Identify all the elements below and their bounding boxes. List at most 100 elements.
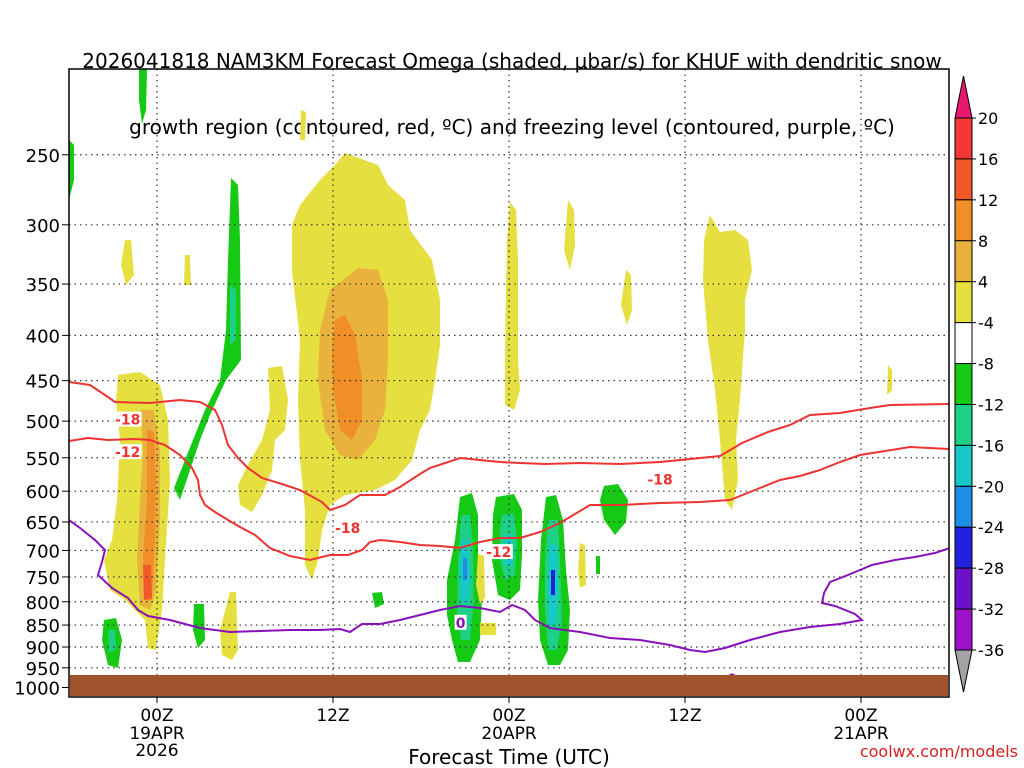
ytick-label-950: 950: [26, 659, 60, 680]
omega-sink-early-core: [143, 430, 156, 600]
x-axis-title: Forecast Time (UTC): [408, 745, 610, 768]
colorbar-label-7: -12: [978, 395, 1004, 414]
colorbar-label-9: -20: [978, 477, 1004, 496]
omega-sink-region-7: [564, 200, 575, 270]
ytick-label-450: 450: [26, 372, 60, 393]
ytick-label-600: 600: [26, 482, 60, 503]
ytick-label-400: 400: [26, 326, 60, 347]
xtick-label-2: 00Z: [492, 706, 525, 726]
colorbar-swatch-5: [954, 322, 973, 365]
ytick-label-1000: 1000: [14, 679, 60, 700]
colorbar-swatch-4: [954, 281, 973, 324]
colorbar-swatch-7: [954, 403, 973, 446]
colorbar-label-5: -4: [978, 314, 994, 333]
colorbar-swatch-0: [954, 117, 973, 160]
colorbar-swatch-2: [954, 199, 973, 242]
colorbar-label-11: -28: [978, 559, 1004, 578]
omega-sink-region-1: [300, 110, 306, 140]
omega-region-main-3-max: [551, 570, 555, 595]
colorbar-label-0: 20: [978, 109, 998, 128]
xtick-date-2: 20APR: [481, 724, 537, 744]
dgz-contours: [69, 381, 949, 562]
dgz-contour-label-2: -18: [335, 521, 360, 537]
ytick-label-900: 900: [26, 638, 60, 659]
freezing-level-contour-label-0: 0: [456, 616, 466, 632]
dgz-contour-label-3: -12: [486, 545, 511, 561]
freezing-level-contours: [69, 519, 949, 654]
omega-region-early-column: [174, 178, 241, 500]
omega-sink-surface-3: [578, 543, 586, 588]
ytick-label-850: 850: [26, 616, 60, 637]
chart-title-line-1: 2026041818 NAM3KM Forecast Omega (shaded…: [82, 49, 942, 73]
omega-region-top-streak: [139, 69, 147, 124]
y-axis: 2503003504004505005506006507007508008509…: [14, 146, 69, 700]
omega-sink-region-2: [121, 240, 134, 285]
xtick-year-0: 2026: [135, 741, 178, 761]
ytick-label-300: 300: [26, 216, 60, 237]
omega-sink-surface-1: [476, 554, 485, 604]
dgz-contour-label-0: -18: [115, 413, 140, 429]
omega-sink-region-3: [184, 255, 191, 285]
freezing-level-contour-label-bg-0: [454, 614, 467, 630]
omega-shading: [69, 69, 892, 668]
colorbar-label-4: 4: [978, 273, 988, 292]
colorbar-label-8: -16: [978, 436, 1004, 455]
colorbar-label-13: -36: [978, 641, 1004, 660]
colorbar-swatch-12: [954, 608, 973, 651]
colorbar-swatch-11: [954, 567, 973, 610]
xtick-label-4: 00Z: [844, 706, 877, 726]
ytick-label-750: 750: [26, 568, 60, 589]
colorbar-swatch-9: [954, 485, 973, 528]
omega-region-small-streak: [596, 556, 600, 574]
omega-sink-region-9: [703, 215, 752, 510]
xtick-label-1: 12Z: [316, 706, 349, 726]
colorbar-label-12: -32: [978, 600, 1004, 619]
colorbar-label-1: 16: [978, 150, 998, 169]
omega-sink-region-10: [887, 365, 892, 395]
dgz-contour-label-bg-1: [113, 444, 142, 460]
colorbar-swatch-10: [954, 526, 973, 569]
colorbar-label-10: -24: [978, 518, 1004, 537]
dgz-contour-minus-18: [69, 381, 949, 512]
omega-sink-region-5: [238, 366, 288, 512]
omega-sink-main-core: [332, 315, 362, 440]
ytick-label-250: 250: [26, 146, 60, 167]
freezing-level-contour-0: [69, 519, 949, 654]
xtick-label-3: 12Z: [668, 706, 701, 726]
omega-region-right-blob: [600, 484, 628, 535]
xtick-label-0: 00Z: [140, 706, 173, 726]
chart-gridlines: [69, 69, 949, 697]
credit-text: coolwx.com/models: [859, 742, 1018, 761]
colorbar-swatch-8: [954, 444, 973, 487]
dgz-contour-label-bg-3: [484, 544, 513, 560]
omega-sink-region-8: [621, 270, 632, 325]
omega-sink-region-4: [220, 592, 238, 660]
colorbar: 20 16 12 8 4 -4 -8 -12 -16 -20 -24 -28 -32 -36: [954, 75, 1004, 693]
colorbar-top-arrow: [954, 75, 973, 119]
ytick-label-550: 550: [26, 449, 60, 470]
omega-region-main-1-max: [463, 558, 467, 580]
omega-region-small-blob-2: [372, 592, 384, 608]
dgz-contour-label-4: -18: [647, 472, 672, 488]
colorbar-label-2: 12: [978, 191, 998, 210]
omega-sink-region-6: [505, 202, 520, 410]
ytick-label-350: 350: [26, 275, 60, 296]
omega-sink-early-max: [143, 565, 152, 600]
dgz-contour-label-bg-0: [113, 411, 142, 427]
dgz-contour-minus-12: [69, 436, 949, 562]
ytick-label-800: 800: [26, 593, 60, 614]
omega-region-small-blob-1: [193, 604, 205, 648]
colorbar-label-6: -8: [978, 355, 994, 374]
ground-strip: [70, 675, 948, 696]
xtick-date-0: 19APR: [129, 724, 185, 744]
omega-region-early-column-core: [230, 285, 236, 345]
colorbar-swatch-1: [954, 158, 973, 201]
ytick-label-650: 650: [26, 513, 60, 534]
omega-sink-surface-2: [480, 623, 496, 635]
dgz-contour-label-1: -12: [115, 445, 140, 461]
xtick-date-4: 21APR: [833, 724, 889, 744]
omega-region-left-surface-core: [108, 630, 116, 652]
colorbar-swatch-6: [954, 363, 973, 405]
